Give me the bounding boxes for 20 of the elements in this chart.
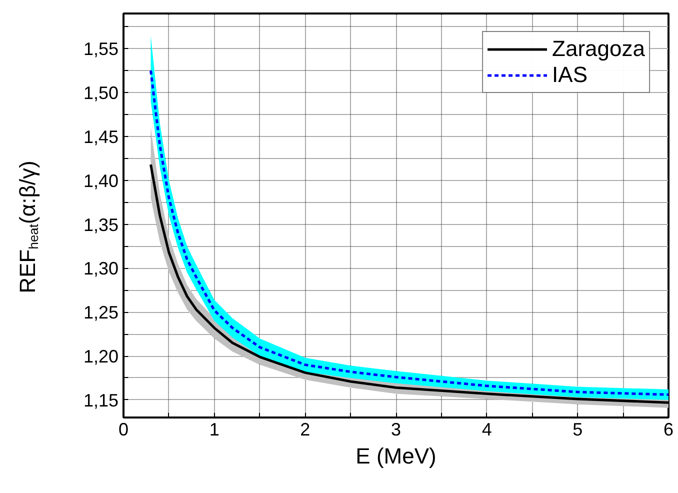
legend-label: Zaragoza (552, 36, 645, 62)
y-tick-label: 1,55 (83, 39, 119, 60)
y-tick-label: 1,45 (83, 126, 119, 147)
y-tick-label: 1,35 (83, 214, 119, 235)
legend-label: IAS (552, 62, 588, 88)
y-tick-label: 1,50 (83, 83, 119, 104)
x-tick-label: 4 (482, 420, 492, 440)
y-tick-label: 1,25 (83, 302, 119, 323)
x-tick-label: 1 (209, 420, 220, 440)
y-tick-label: 1,15 (83, 390, 119, 410)
x-tick-label: 2 (300, 420, 310, 440)
x-tick-label: 0 (118, 420, 129, 440)
x-tick-label: 3 (390, 420, 402, 440)
x-tick-label: 5 (572, 420, 583, 440)
y-axis-title: REFheat(α:β/γ) (15, 160, 41, 294)
y-tick-label: 1,40 (83, 170, 119, 191)
y-tick-label: 1,20 (83, 346, 119, 367)
x-axis-title: E (MeV) (356, 444, 436, 468)
x-tick-label: 6 (663, 420, 674, 440)
y-tick-label: 1,30 (83, 258, 119, 279)
